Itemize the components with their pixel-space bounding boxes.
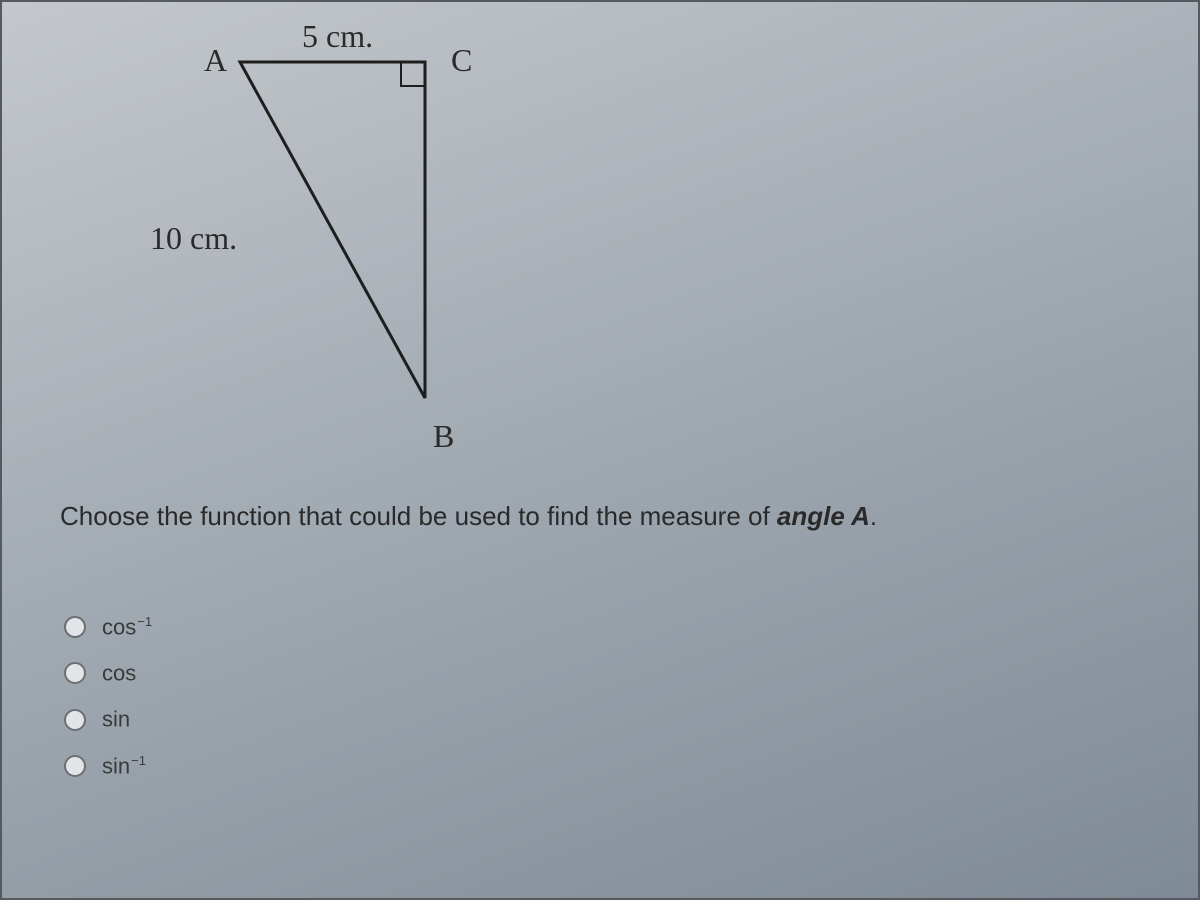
option-exp: −1: [131, 753, 146, 768]
answer-options: cos−1 cos sin sin−1: [60, 604, 1160, 789]
option-2[interactable]: cos: [60, 650, 1160, 696]
vertex-label-B: B: [433, 418, 454, 455]
question-emphasis: angle A: [777, 501, 870, 531]
question-prefix: Choose the function that could be used t…: [60, 501, 777, 531]
option-1[interactable]: cos−1: [60, 604, 1160, 650]
option-label: cos: [102, 660, 137, 686]
vertex-label-A: A: [204, 42, 227, 79]
radio-icon[interactable]: [64, 616, 86, 638]
option-4[interactable]: sin−1: [60, 743, 1160, 789]
side-label-AC: 5 cm.: [302, 18, 373, 55]
option-exp: −1: [137, 614, 152, 629]
option-3[interactable]: sin: [60, 696, 1160, 742]
option-base: cos: [102, 660, 136, 685]
option-label: cos−1: [102, 614, 152, 640]
option-base: sin: [102, 753, 130, 778]
vertex-label-C: C: [451, 42, 472, 79]
radio-icon[interactable]: [64, 709, 86, 731]
radio-icon[interactable]: [64, 662, 86, 684]
question-text: Choose the function that could be used t…: [60, 500, 1160, 534]
option-label: sin−1: [102, 753, 146, 779]
side-label-AB: 10 cm.: [150, 220, 237, 257]
question-suffix: .: [870, 501, 877, 531]
option-label: sin: [102, 706, 131, 732]
option-base: sin: [102, 707, 130, 732]
content-area: A C B 5 cm. 10 cm. Choose the function t…: [60, 10, 1160, 890]
radio-icon[interactable]: [64, 755, 86, 777]
triangle-diagram: A C B 5 cm. 10 cm.: [60, 10, 660, 440]
option-base: cos: [102, 614, 136, 639]
